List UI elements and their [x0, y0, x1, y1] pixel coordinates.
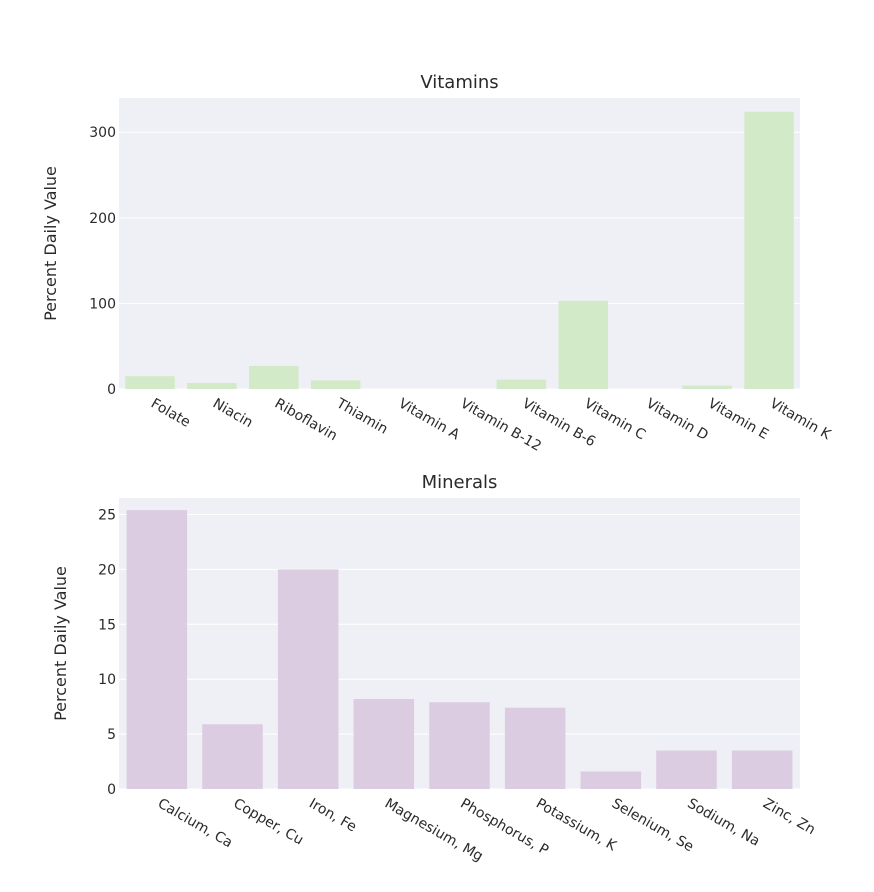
x-tick-label: Calcium, Ca	[155, 796, 235, 852]
x-tick-label: Sodium, Na	[685, 796, 763, 850]
y-tick-label: 20	[98, 562, 116, 578]
bar-7	[558, 300, 609, 389]
y-tick-label: 15	[98, 617, 116, 633]
x-tick-label: Riboflavin	[272, 396, 340, 445]
y-tick-label: 25	[98, 507, 116, 523]
bar-8	[731, 750, 793, 789]
x-tick-label: Iron, Fe	[306, 796, 359, 836]
bar-4	[429, 702, 490, 789]
x-tick-label: Selenium, Se	[609, 796, 696, 856]
x-tick-label: Copper, Cu	[231, 796, 307, 849]
y-tick-label: 5	[107, 727, 116, 743]
x-tick-label: Vitamin K	[767, 396, 834, 444]
bar-0	[125, 376, 175, 389]
bar-3	[353, 698, 415, 789]
x-tick-label: Zinc, Zn	[760, 796, 818, 839]
y-tick-label: 300	[89, 125, 116, 141]
y-tick-label: 0	[107, 382, 116, 398]
x-tick-label: Niacin	[210, 396, 256, 432]
y-tick-label: 10	[98, 672, 116, 688]
bar-6	[580, 771, 642, 789]
y-axis-label: Percent Daily Value	[51, 566, 70, 721]
y-tick-label: 0	[107, 782, 116, 798]
bar-9	[682, 385, 732, 389]
x-tick-label: Vitamin E	[705, 396, 771, 443]
y-tick-label: 200	[89, 211, 116, 227]
bar-0	[126, 510, 188, 789]
x-tick-label: Vitamin D	[643, 396, 711, 444]
bar-10	[744, 111, 794, 389]
bar-1	[187, 383, 237, 389]
chart-title: Minerals	[422, 472, 498, 493]
x-tick-label: Vitamin A	[396, 396, 463, 444]
bar-1	[202, 724, 263, 789]
x-tick-label: Folate	[148, 396, 193, 431]
bar-7	[656, 750, 717, 789]
y-tick-label: 100	[89, 296, 116, 312]
chart-title: Vitamins	[420, 72, 498, 93]
bar-6	[496, 379, 547, 389]
plot-area	[119, 98, 800, 389]
bar-2	[277, 569, 339, 789]
y-axis-label: Percent Daily Value	[41, 166, 60, 321]
bar-3	[310, 380, 361, 389]
bar-5	[504, 707, 566, 789]
x-tick-label: Thiamin	[333, 395, 391, 438]
bar-2	[249, 365, 299, 389]
